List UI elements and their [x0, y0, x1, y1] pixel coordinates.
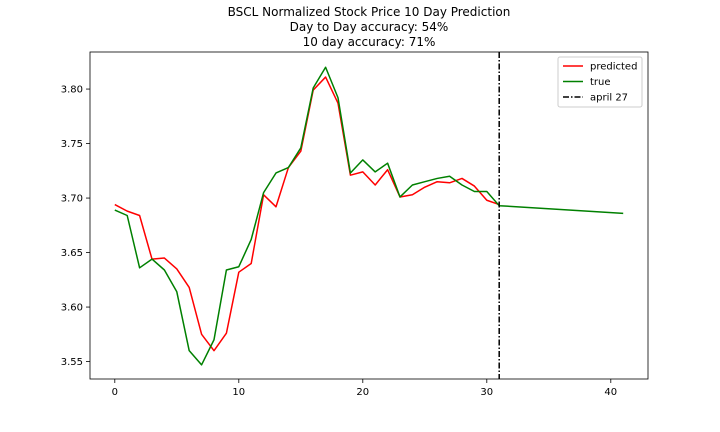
- legend-label-true: true: [590, 77, 611, 88]
- y-axis-ticks: 3.55 3.60 3.65 3.70 3.75 3.80: [61, 85, 90, 368]
- legend-label-predicted: predicted: [590, 62, 637, 73]
- legend-label-april-27: april 27: [590, 93, 628, 104]
- x-axis-ticks: 0 10 20 30 40: [112, 379, 617, 398]
- x-tick-label: 20: [356, 387, 369, 398]
- y-tick-label: 3.70: [61, 194, 83, 205]
- series-line-true: [114, 66, 624, 366]
- x-tick-label: 0: [112, 387, 118, 398]
- plot-frame: [89, 51, 649, 380]
- chart-title-line-1: BSCL Normalized Stock Price 10 Day Predi…: [228, 5, 511, 19]
- y-tick-label: 3.65: [61, 248, 83, 259]
- x-tick-label: 30: [480, 387, 493, 398]
- y-tick-label: 3.60: [61, 303, 83, 314]
- y-tick-label: 3.75: [61, 139, 83, 150]
- series-layer: [114, 66, 624, 366]
- legend: predicted true april 27: [557, 56, 643, 108]
- chart-title-line-3: 10 day accuracy: 71%: [303, 35, 436, 49]
- legend-box: [557, 56, 643, 108]
- x-tick-label: 10: [232, 387, 245, 398]
- y-tick-label: 3.55: [61, 357, 83, 368]
- y-tick-label: 3.80: [61, 85, 83, 96]
- chart-title-line-2: Day to Day accuracy: 54%: [290, 20, 449, 34]
- x-tick-label: 40: [604, 387, 617, 398]
